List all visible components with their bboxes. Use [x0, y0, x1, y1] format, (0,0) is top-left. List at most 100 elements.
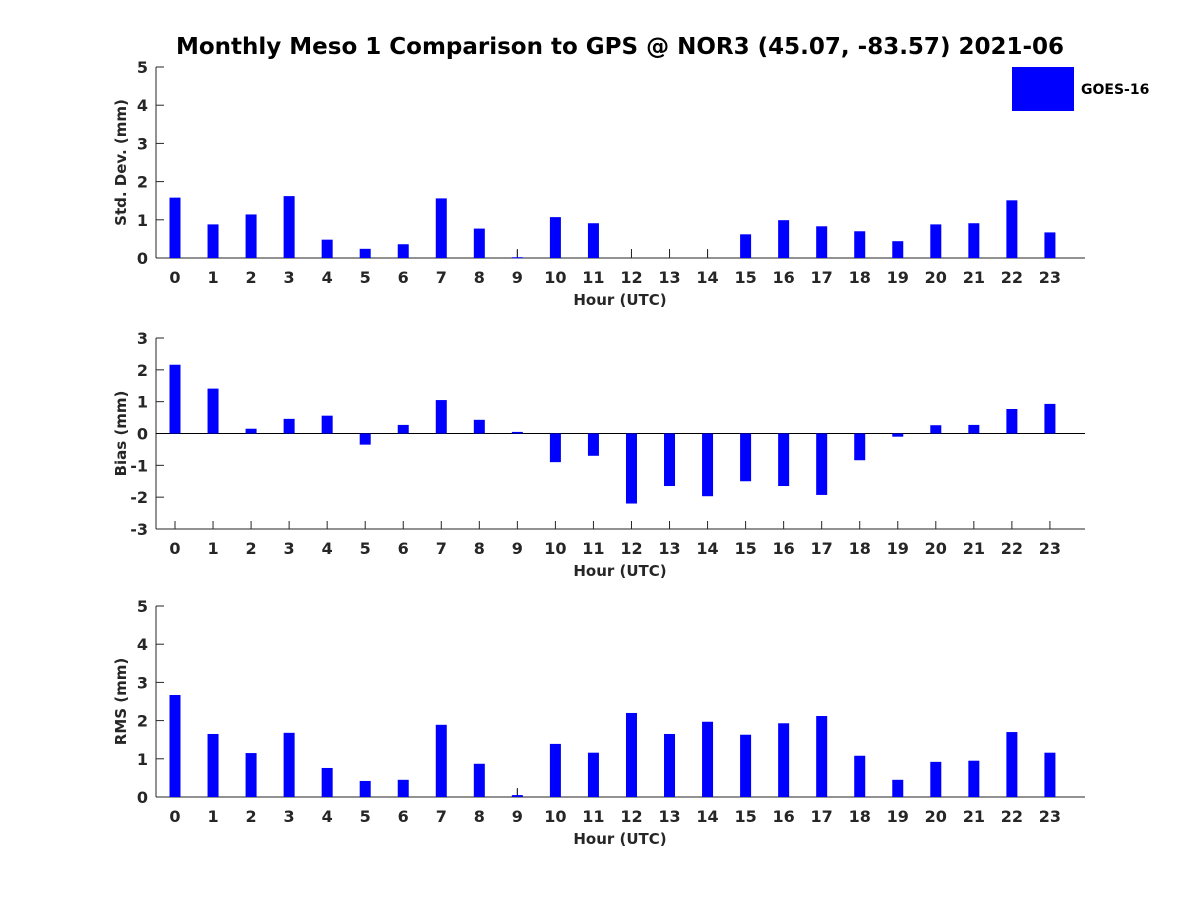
bar-hour-20	[930, 425, 941, 433]
x-tick-label: 4	[322, 539, 333, 558]
x-tick-label: 3	[284, 807, 295, 826]
bar-hour-11	[588, 434, 599, 456]
x-tick-label: 19	[887, 807, 909, 826]
bar-hour-17	[816, 434, 827, 495]
y-tick-label: 0	[137, 249, 148, 268]
x-tick-label: 11	[582, 807, 604, 826]
x-tick-label: 8	[474, 268, 485, 287]
x-tick-label: 6	[398, 807, 409, 826]
bar-hour-1	[208, 224, 219, 258]
x-tick-label: 7	[436, 807, 447, 826]
x-tick-label: 22	[1001, 539, 1023, 558]
x-tick-label: 5	[360, 807, 371, 826]
y-axis-label: Std. Dev. (mm)	[112, 99, 130, 226]
bar-hour-11	[588, 753, 599, 797]
x-tick-label: 10	[544, 539, 566, 558]
x-tick-label: 21	[963, 807, 985, 826]
bar-hour-21	[968, 425, 979, 434]
y-tick-label: 0	[137, 425, 148, 444]
bar-hour-10	[550, 434, 561, 463]
x-tick-label: 20	[925, 539, 947, 558]
bar-hour-18	[854, 231, 865, 258]
bar-hour-15	[740, 234, 751, 258]
bar-hour-8	[474, 420, 485, 434]
x-tick-label: 19	[887, 539, 909, 558]
bar-hour-2	[246, 214, 257, 258]
x-tick-label: 9	[512, 807, 523, 826]
x-axis-label: Hour (UTC)	[573, 291, 666, 309]
bar-hour-20	[930, 762, 941, 797]
bar-hour-17	[816, 226, 827, 258]
bar-hour-10	[550, 744, 561, 797]
x-tick-label: 14	[696, 807, 718, 826]
x-tick-label: 2	[246, 807, 257, 826]
x-tick-label: 15	[734, 268, 756, 287]
bar-hour-4	[322, 240, 333, 258]
x-tick-label: 4	[322, 268, 333, 287]
bar-hour-18	[854, 434, 865, 461]
bar-hour-14	[702, 722, 713, 797]
x-tick-label: 16	[773, 539, 795, 558]
y-tick-label: -1	[130, 456, 148, 475]
x-tick-label: 2	[246, 539, 257, 558]
y-tick-label: -3	[130, 520, 148, 539]
x-tick-label: 5	[360, 539, 371, 558]
x-tick-label: 17	[811, 539, 833, 558]
x-tick-label: 16	[773, 807, 795, 826]
x-tick-label: 8	[474, 539, 485, 558]
bar-hour-12	[626, 713, 637, 797]
x-tick-label: 23	[1039, 807, 1061, 826]
bar-hour-23	[1044, 404, 1055, 434]
bar-hour-16	[778, 220, 789, 258]
bar-hour-2	[246, 429, 257, 434]
x-tick-label: 14	[696, 268, 718, 287]
x-tick-label: 7	[436, 268, 447, 287]
bar-hour-13	[664, 734, 675, 797]
y-tick-label: 1	[137, 393, 148, 412]
x-tick-label: 22	[1001, 807, 1023, 826]
x-tick-label: 18	[849, 539, 871, 558]
bar-hour-22	[1006, 200, 1017, 258]
bar-hour-1	[208, 734, 219, 797]
x-tick-label: 20	[925, 268, 947, 287]
x-tick-label: 4	[322, 807, 333, 826]
bar-hour-1	[208, 389, 219, 434]
x-tick-label: 0	[169, 807, 180, 826]
x-tick-label: 9	[512, 539, 523, 558]
bar-hour-19	[892, 241, 903, 258]
bar-hour-8	[474, 764, 485, 797]
x-tick-label: 12	[620, 268, 642, 287]
bar-hour-23	[1044, 753, 1055, 797]
y-tick-label: 2	[137, 712, 148, 731]
bar-hour-19	[892, 780, 903, 797]
x-tick-label: 13	[658, 807, 680, 826]
legend: GOES-16	[1012, 67, 1149, 111]
bar-hour-16	[778, 434, 789, 487]
x-axis-label: Hour (UTC)	[573, 830, 666, 848]
bar-hour-7	[436, 198, 447, 258]
y-tick-label: 2	[137, 173, 148, 192]
bar-hour-20	[930, 224, 941, 258]
x-tick-label: 6	[398, 268, 409, 287]
x-tick-label: 0	[169, 539, 180, 558]
bar-hour-15	[740, 434, 751, 482]
y-tick-label: 4	[137, 96, 148, 115]
legend-label: GOES-16	[1081, 82, 1149, 98]
x-tick-label: 11	[582, 539, 604, 558]
y-axis-label: RMS (mm)	[112, 658, 130, 745]
x-tick-label: 7	[436, 539, 447, 558]
x-tick-label: 17	[811, 268, 833, 287]
bar-hour-7	[436, 400, 447, 433]
bar-hour-7	[436, 725, 447, 797]
bar-hour-22	[1006, 732, 1017, 797]
bar-hour-16	[778, 723, 789, 797]
y-tick-label: 3	[137, 329, 148, 348]
x-tick-label: 14	[696, 539, 718, 558]
y-tick-label: 2	[137, 361, 148, 380]
y-tick-label: 5	[137, 58, 148, 77]
bar-hour-5	[360, 434, 371, 445]
y-tick-label: 3	[137, 134, 148, 153]
bar-hour-5	[360, 781, 371, 797]
y-tick-label: 5	[137, 597, 148, 616]
bar-hour-9	[512, 795, 523, 797]
